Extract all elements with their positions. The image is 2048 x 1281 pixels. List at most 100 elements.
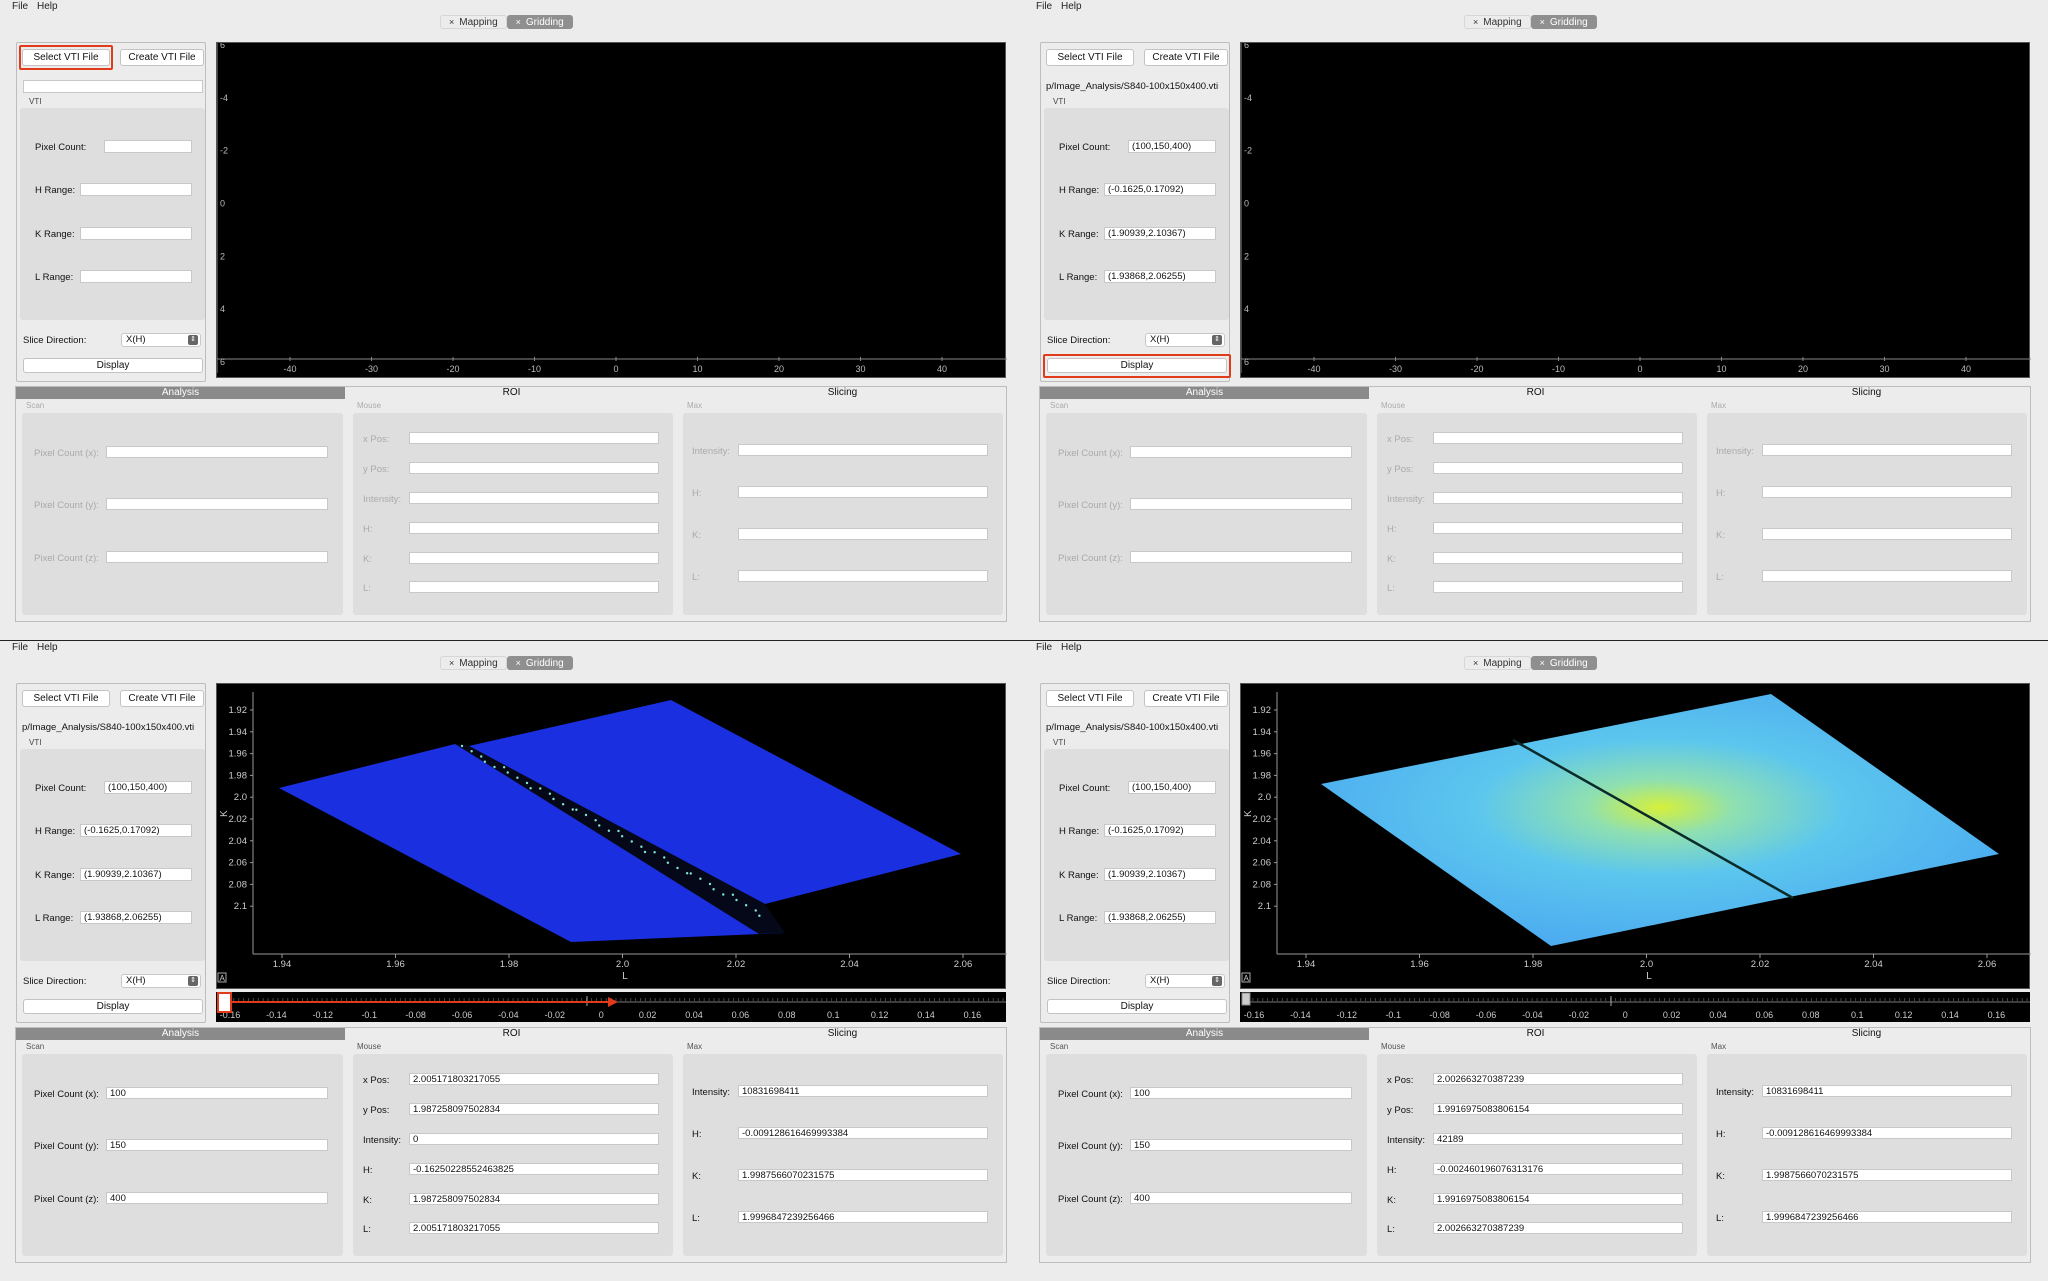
- tab-gridding[interactable]: × Gridding: [1530, 15, 1597, 29]
- tab-roi[interactable]: ROI: [1526, 1028, 1545, 1039]
- image-plot-area[interactable]: 6 -4 -2 0 2 4 6 -40 -30 -20 -10 0 10 20 30 40: [216, 42, 1007, 378]
- tab-gridding[interactable]: × Gridding: [506, 15, 573, 29]
- menu-file[interactable]: File: [1036, 1, 1053, 12]
- max-h-field[interactable]: [738, 486, 988, 498]
- tab-mapping[interactable]: × Mapping: [1464, 656, 1531, 670]
- slice-direction-select[interactable]: X(H) ⇕: [1145, 974, 1225, 988]
- scan-pcz-field[interactable]: 400: [106, 1192, 328, 1204]
- max-l-field[interactable]: [738, 570, 988, 582]
- h-range-field[interactable]: [80, 183, 192, 196]
- scan-pcz-field[interactable]: [1130, 551, 1352, 563]
- close-icon[interactable]: ×: [449, 658, 455, 668]
- mouse-h-field[interactable]: -0.16250228552463825: [409, 1163, 659, 1175]
- image-plot-area[interactable]: 6 -4 -2 0 2 4 6 -40 -30 -20 -10 0 10 20 30 40: [1240, 42, 2031, 378]
- menu-help[interactable]: Help: [1061, 1, 1082, 12]
- mouse-ypos-field[interactable]: [409, 462, 659, 474]
- tab-mapping[interactable]: × Mapping: [1464, 15, 1531, 29]
- tab-slicing[interactable]: Slicing: [1851, 387, 1882, 398]
- mouse-h-field[interactable]: [409, 522, 659, 534]
- close-icon[interactable]: ×: [515, 17, 521, 27]
- h-range-field[interactable]: (-0.1625,0.17092): [1104, 824, 1216, 837]
- menu-help[interactable]: Help: [37, 642, 58, 653]
- tab-mapping[interactable]: × Mapping: [440, 15, 507, 29]
- slice-direction-select[interactable]: X(H) ⇕: [1145, 333, 1225, 347]
- h-range-field[interactable]: (-0.1625,0.17092): [1104, 183, 1216, 196]
- mouse-ypos-field[interactable]: [1433, 462, 1683, 474]
- tab-analysis[interactable]: Analysis: [16, 387, 345, 399]
- slice-direction-select[interactable]: X(H) ⇕: [121, 333, 201, 347]
- pixel-count-field[interactable]: [104, 140, 192, 153]
- k-range-field[interactable]: (1.90939,2.10367): [80, 868, 192, 881]
- k-range-field[interactable]: (1.90939,2.10367): [1104, 868, 1216, 881]
- slice-direction-select[interactable]: X(H) ⇕: [121, 974, 201, 988]
- pixel-count-field[interactable]: (100,150,400): [104, 781, 192, 794]
- mouse-h-field[interactable]: -0.002460196076313176: [1433, 1163, 1683, 1175]
- select-vti-button[interactable]: Select VTI File: [22, 49, 110, 66]
- scan-pcx-field[interactable]: 100: [1130, 1087, 1352, 1099]
- select-vti-button[interactable]: Select VTI File: [1046, 690, 1134, 707]
- tab-analysis[interactable]: Analysis: [16, 1028, 345, 1040]
- max-l-field[interactable]: 1.9996847239256466: [1762, 1211, 2012, 1223]
- image-plot-area[interactable]: 1.92 1.94 1.96 1.98 2.0 2.02 2.04 2.06 2.08 2.1 1.…: [216, 683, 1007, 989]
- l-range-field[interactable]: (1.93868,2.06255): [1104, 270, 1216, 283]
- scan-pcy-field[interactable]: [106, 498, 328, 510]
- max-h-field[interactable]: -0.009128616469993384: [1762, 1127, 2012, 1139]
- display-button[interactable]: Display: [23, 358, 203, 373]
- mouse-intensity-field[interactable]: [1433, 492, 1683, 504]
- tab-slicing[interactable]: Slicing: [827, 387, 858, 398]
- max-h-field[interactable]: -0.009128616469993384: [738, 1127, 988, 1139]
- select-vti-button[interactable]: Select VTI File: [22, 690, 110, 707]
- mouse-intensity-field[interactable]: [409, 492, 659, 504]
- display-button[interactable]: Display: [1047, 358, 1227, 373]
- close-icon[interactable]: ×: [1473, 658, 1479, 668]
- scan-pcz-field[interactable]: [106, 551, 328, 563]
- max-h-field[interactable]: [1762, 486, 2012, 498]
- scan-pcx-field[interactable]: 100: [106, 1087, 328, 1099]
- scan-pcy-field[interactable]: 150: [1130, 1139, 1352, 1151]
- image-plot-area[interactable]: 1.92 1.94 1.96 1.98 2.0 2.02 2.04 2.06 2.08 2.1 1.…: [1240, 683, 2031, 989]
- scan-pcx-field[interactable]: [1130, 446, 1352, 458]
- tab-analysis[interactable]: Analysis: [1040, 387, 1369, 399]
- select-vti-button[interactable]: Select VTI File: [1046, 49, 1134, 66]
- mouse-ypos-field[interactable]: 1.9916975083806154: [1433, 1103, 1683, 1115]
- scan-pcx-field[interactable]: [106, 446, 328, 458]
- tab-analysis[interactable]: Analysis: [1040, 1028, 1369, 1040]
- create-vti-button[interactable]: Create VTI File: [120, 49, 204, 66]
- k-range-field[interactable]: (1.90939,2.10367): [1104, 227, 1216, 240]
- close-icon[interactable]: ×: [515, 658, 521, 668]
- create-vti-button[interactable]: Create VTI File: [120, 690, 204, 707]
- menu-help[interactable]: Help: [1061, 642, 1082, 653]
- max-intensity-field[interactable]: [1762, 444, 2012, 456]
- menu-file[interactable]: File: [12, 642, 29, 653]
- max-k-field[interactable]: 1.9987566070231575: [1762, 1169, 2012, 1181]
- l-range-field[interactable]: (1.93868,2.06255): [80, 911, 192, 924]
- tab-slicing[interactable]: Slicing: [1851, 1028, 1882, 1039]
- tab-gridding[interactable]: × Gridding: [1530, 656, 1597, 670]
- mouse-intensity-field[interactable]: 0: [409, 1133, 659, 1145]
- max-k-field[interactable]: [1762, 528, 2012, 540]
- mouse-xpos-field[interactable]: 2.002663270387239: [1433, 1073, 1683, 1085]
- pixel-count-field[interactable]: (100,150,400): [1128, 781, 1216, 794]
- max-l-field[interactable]: [1762, 570, 2012, 582]
- tab-roi[interactable]: ROI: [502, 387, 521, 398]
- menu-file[interactable]: File: [12, 1, 29, 12]
- l-range-field[interactable]: (1.93868,2.06255): [1104, 911, 1216, 924]
- mouse-l-field[interactable]: [409, 581, 659, 593]
- mouse-l-field[interactable]: [1433, 581, 1683, 593]
- max-intensity-field[interactable]: 10831698411: [1762, 1085, 2012, 1097]
- mouse-intensity-field[interactable]: 42189: [1433, 1133, 1683, 1145]
- file-path-field[interactable]: [23, 80, 203, 93]
- mouse-k-field[interactable]: 1.9916975083806154: [1433, 1193, 1683, 1205]
- mouse-h-field[interactable]: [1433, 522, 1683, 534]
- mouse-xpos-field[interactable]: [1433, 432, 1683, 444]
- slice-slider[interactable]: -0.16 -0.14 -0.12 -0.1 -0.08 -0.06 -0.04 -0.02 0…: [1240, 992, 2030, 1022]
- close-icon[interactable]: ×: [449, 17, 455, 27]
- display-button[interactable]: Display: [1047, 999, 1227, 1014]
- menu-file[interactable]: File: [1036, 642, 1053, 653]
- close-icon[interactable]: ×: [1539, 17, 1545, 27]
- l-range-field[interactable]: [80, 270, 192, 283]
- mouse-xpos-field[interactable]: 2.005171803217055: [409, 1073, 659, 1085]
- pixel-count-field[interactable]: (100,150,400): [1128, 140, 1216, 153]
- tab-roi[interactable]: ROI: [502, 1028, 521, 1039]
- h-range-field[interactable]: (-0.1625,0.17092): [80, 824, 192, 837]
